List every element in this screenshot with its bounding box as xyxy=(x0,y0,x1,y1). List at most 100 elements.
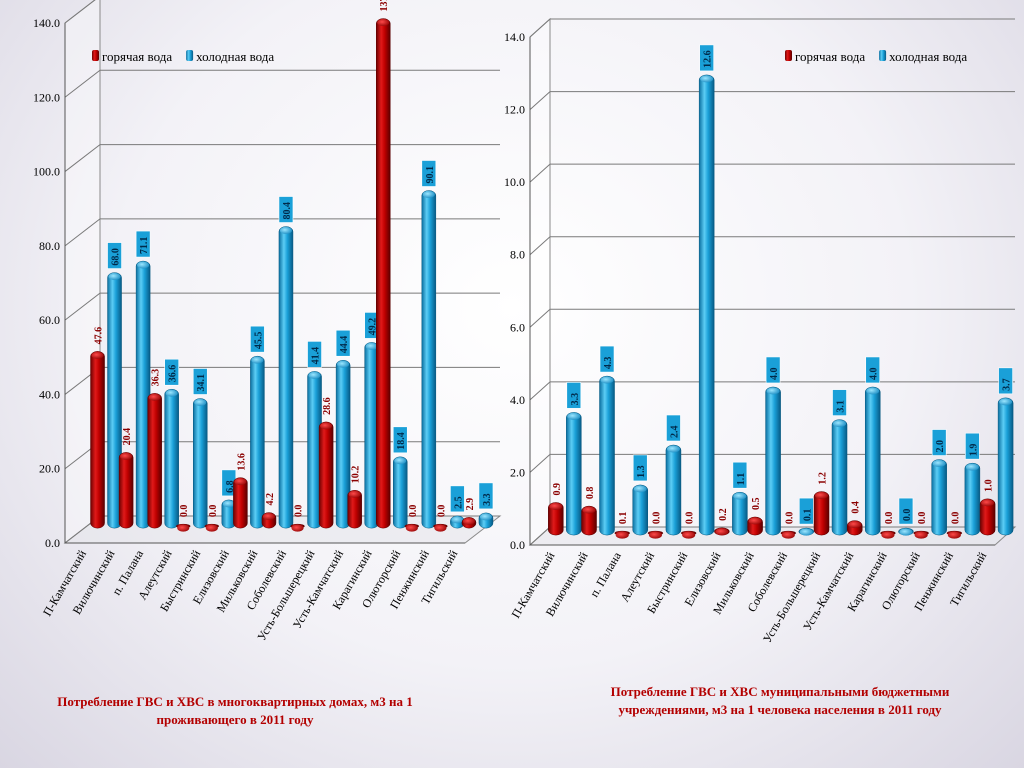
hot-water-value-label-7: 0.0 xyxy=(784,512,795,525)
cold-water-bar-1 xyxy=(599,375,615,536)
gridline xyxy=(64,292,500,321)
cold-water-bar-cap-1 xyxy=(137,261,150,269)
hot-water-bar-cap-8 xyxy=(815,492,829,500)
legend-swatch-1 xyxy=(879,50,887,61)
cold-water-label-box-12 xyxy=(965,432,980,460)
cold-water-bar-0 xyxy=(566,412,582,536)
legend-swatch-0 xyxy=(92,50,99,61)
legend-label-0: горячая вода xyxy=(102,49,172,64)
hot-water-bar-cap-7 xyxy=(291,524,304,532)
hot-water-bar-cap-6 xyxy=(748,517,762,525)
hot-water-bar-cap-12 xyxy=(947,531,961,539)
cold-water-value-label-11: 90.1 xyxy=(425,166,436,184)
y-tick-label: 12.0 xyxy=(504,103,525,117)
cold-water-value-label-3: 2.4 xyxy=(669,426,680,439)
gridline xyxy=(64,69,500,98)
hot-water-value-label-12: 0.0 xyxy=(436,505,447,518)
hot-water-bar-cap-11 xyxy=(914,531,928,539)
y-tick-label: 8.0 xyxy=(510,248,525,262)
chart-budget-institutions-consumption: 0.02.04.06.08.010.012.014.00.93.3П-Камча… xyxy=(504,17,1017,645)
hot-water-bar-cap-4 xyxy=(205,524,218,532)
legend-label-1: холодная вода xyxy=(889,49,967,64)
cold-water-value-label-9: 49.2 xyxy=(368,318,379,336)
cold-water-label-box-2 xyxy=(632,454,648,482)
hot-water-bar-cap-4 xyxy=(682,531,696,539)
hot-water-bar-cap-2 xyxy=(148,393,161,401)
hot-water-value-label-3: 0.0 xyxy=(651,512,662,525)
legend-swatch-1 xyxy=(186,50,194,61)
hot-water-value-label-8: 1.2 xyxy=(818,472,829,485)
cold-water-bar-cap-2 xyxy=(165,389,178,397)
hot-water-value-label-9: 10.2 xyxy=(351,466,362,484)
cold-water-bar-2 xyxy=(632,484,648,536)
cold-water-label-box-0 xyxy=(107,242,122,269)
cold-water-value-label-10: 0.0 xyxy=(902,509,913,522)
legend-label-0: горячая вода xyxy=(795,49,865,64)
y-tick-label: 60.0 xyxy=(39,313,60,327)
hot-water-value-label-3: 0.0 xyxy=(179,505,190,518)
cold-water-bar-10 xyxy=(393,456,408,529)
cold-water-bar-cap-9 xyxy=(866,387,880,395)
cold-water-label-box-4 xyxy=(699,44,714,72)
cold-water-label-box-13 xyxy=(998,367,1013,395)
y-tick-label: 2.0 xyxy=(510,465,525,479)
hot-water-value-label-6: 4.2 xyxy=(265,493,276,506)
cold-water-bar-cap-11 xyxy=(422,190,435,198)
hot-water-bar-2 xyxy=(147,393,162,529)
gridline xyxy=(529,308,1015,328)
cold-water-label-box-7 xyxy=(307,341,322,368)
hot-water-bar-cap-13 xyxy=(981,499,995,507)
cold-water-bar-cap-6 xyxy=(766,387,780,395)
cold-water-value-label-7: 41.4 xyxy=(311,347,322,365)
legend-label-1: холодная вода xyxy=(196,49,274,64)
cold-water-bar-cap-9 xyxy=(365,342,378,350)
chart-2-caption: Потребление ГВС и ХВС муниципальными бюд… xyxy=(610,684,950,717)
cold-water-bar-cap-0 xyxy=(108,273,121,281)
cold-water-value-label-0: 3.3 xyxy=(570,393,581,406)
hot-water-bar-cap-1 xyxy=(582,506,596,514)
cold-water-value-label-1: 4.3 xyxy=(603,357,614,370)
cold-water-bar-2 xyxy=(164,388,179,529)
cold-water-bar-11 xyxy=(931,459,947,536)
y-tick-label: 6.0 xyxy=(510,320,525,334)
hot-water-value-label-10: 0.0 xyxy=(884,512,895,525)
hot-water-value-label-2: 0.1 xyxy=(618,512,629,525)
hot-water-value-label-6: 0.5 xyxy=(751,497,762,510)
y-tick-label: 4.0 xyxy=(510,393,525,407)
gridline xyxy=(64,218,500,247)
cold-water-label-box-3 xyxy=(666,414,681,442)
legend-swatch-0 xyxy=(785,50,792,61)
cold-water-value-label-12: 1.9 xyxy=(968,444,979,457)
cold-water-value-label-13: 3.3 xyxy=(482,493,493,506)
y-tick-label: 80.0 xyxy=(39,239,60,253)
hot-water-value-label-2: 36.3 xyxy=(151,369,162,387)
hot-water-bar-cap-9 xyxy=(348,490,361,498)
cold-water-value-label-6: 4.0 xyxy=(769,367,780,380)
cold-water-value-label-4: 12.6 xyxy=(703,50,714,68)
cold-water-value-label-0: 68.0 xyxy=(111,248,122,266)
cold-water-bar-cap-1 xyxy=(600,376,614,384)
cold-water-value-label-5: 45.5 xyxy=(253,332,264,350)
y-tick-label: 140.0 xyxy=(33,16,60,30)
cold-water-label-box-13 xyxy=(478,482,494,510)
hot-water-value-label-0: 47.6 xyxy=(94,327,105,345)
cold-water-label-box-2 xyxy=(164,358,179,386)
cold-water-value-label-13: 3.7 xyxy=(1002,378,1013,391)
gridline xyxy=(529,236,1015,256)
cold-water-bar-cap-5 xyxy=(251,356,264,364)
cold-water-label-box-5 xyxy=(732,461,748,489)
hot-water-bar-cap-10 xyxy=(881,531,895,539)
cold-water-label-box-10 xyxy=(392,426,408,454)
cold-water-bar-cap-13 xyxy=(999,398,1013,406)
y-tick-label: 14.0 xyxy=(504,30,525,44)
cold-water-value-label-8: 44.4 xyxy=(339,336,350,354)
hot-water-bar-cap-6 xyxy=(262,513,275,521)
cold-water-label-box-9 xyxy=(865,356,881,384)
cold-water-bar-9 xyxy=(864,386,881,536)
hot-water-value-label-13: 2.9 xyxy=(465,498,476,511)
hot-water-bar-10 xyxy=(376,18,391,529)
gridline xyxy=(64,144,500,172)
x-category-label-2: п. Палана xyxy=(587,549,624,600)
hot-water-bar-cap-3 xyxy=(177,524,190,532)
